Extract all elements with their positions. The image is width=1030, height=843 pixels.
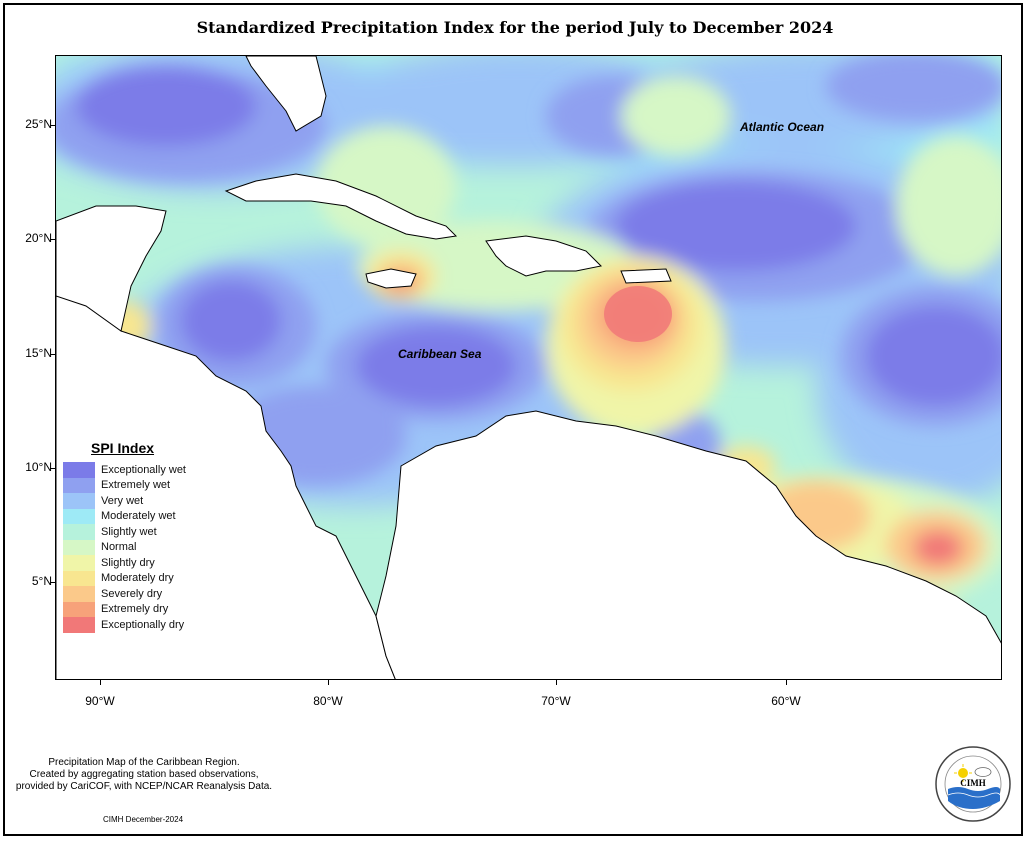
legend-swatch bbox=[63, 539, 95, 555]
legend-item: Very wet bbox=[63, 493, 203, 509]
lat-tick-mark bbox=[50, 468, 55, 469]
legend-label: Severely dry bbox=[101, 587, 163, 600]
lon-tick-mark bbox=[100, 680, 101, 685]
legend-swatch bbox=[63, 493, 95, 509]
lat-tick-20n: 20°N bbox=[25, 231, 52, 245]
lon-tick-90w: 90°W bbox=[85, 694, 115, 708]
lon-tick-mark bbox=[328, 680, 329, 685]
lat-tick-mark bbox=[50, 354, 55, 355]
legend-item: Extremely wet bbox=[63, 477, 203, 493]
atlantic-ocean-label: Atlantic Ocean bbox=[740, 120, 825, 134]
lon-tick-70w: 70°W bbox=[541, 694, 571, 708]
cimh-logo-icon: CIMH bbox=[935, 746, 1011, 822]
lat-tick-10n: 10°N bbox=[25, 460, 52, 474]
lat-tick-25n: 25°N bbox=[25, 117, 52, 131]
legend-swatch bbox=[63, 462, 95, 478]
lon-tick-mark bbox=[556, 680, 557, 685]
legend-swatch bbox=[63, 617, 95, 633]
legend-item: Exceptionally dry bbox=[63, 617, 203, 633]
legend-item: Moderately wet bbox=[63, 508, 203, 524]
lat-tick-mark bbox=[50, 125, 55, 126]
cimh-logo: CIMH bbox=[934, 745, 1012, 823]
legend-swatch bbox=[63, 524, 95, 540]
legend-label: Extremely wet bbox=[101, 479, 171, 492]
lat-tick-mark bbox=[50, 582, 55, 583]
legend-item: Slightly wet bbox=[63, 524, 203, 540]
legend-label: Slightly wet bbox=[101, 525, 157, 538]
spi-legend: SPI Index Exceptionally wet Extremely wet… bbox=[63, 440, 203, 633]
spi-map: Atlantic Ocean Caribbean Sea bbox=[55, 55, 1002, 680]
legend-swatch bbox=[63, 570, 95, 586]
lat-tick-mark bbox=[50, 239, 55, 240]
legend-item: Moderately dry bbox=[63, 570, 203, 586]
legend-label: Extremely dry bbox=[101, 603, 169, 616]
map-title: Standardized Precipitation Index for the… bbox=[196, 18, 834, 37]
caribbean-sea-label: Caribbean Sea bbox=[398, 347, 482, 361]
footnote-line: Created by aggregating station based obs… bbox=[29, 769, 259, 780]
map-footnote: Precipitation Map of the Caribbean Regio… bbox=[8, 757, 280, 793]
legend-swatch bbox=[63, 555, 95, 571]
legend-item: Slightly dry bbox=[63, 555, 203, 571]
lon-tick-80w: 80°W bbox=[313, 694, 343, 708]
legend-swatch bbox=[63, 586, 95, 602]
map-credit: CIMH December-2024 bbox=[103, 815, 184, 824]
legend-rows: Exceptionally wet Extremely wet Very wet Mo… bbox=[63, 462, 203, 633]
legend-label: Normal bbox=[101, 541, 137, 554]
footnote-line: provided by CariCOF, with NCEP/NCAR Rean… bbox=[15, 781, 273, 792]
cimh-logo-text: CIMH bbox=[960, 778, 986, 788]
legend-swatch bbox=[63, 601, 95, 617]
spi-field bbox=[56, 56, 1001, 679]
legend-label: Exceptionally wet bbox=[101, 463, 186, 476]
lat-tick-5n: 5°N bbox=[31, 574, 52, 588]
legend-item: Exceptionally wet bbox=[63, 462, 203, 478]
legend-label: Slightly dry bbox=[101, 556, 155, 569]
legend-label: Moderately dry bbox=[101, 572, 174, 585]
legend-label: Very wet bbox=[101, 494, 144, 507]
lon-tick-60w: 60°W bbox=[771, 694, 801, 708]
legend-title: SPI Index bbox=[91, 440, 155, 456]
footnote-line: Precipitation Map of the Caribbean Regio… bbox=[48, 757, 240, 768]
legend-item: Extremely dry bbox=[63, 601, 203, 617]
lon-tick-mark bbox=[786, 680, 787, 685]
legend-swatch bbox=[63, 477, 95, 493]
legend-label: Moderately wet bbox=[101, 510, 176, 523]
lat-tick-15n: 15°N bbox=[25, 346, 52, 360]
legend-item: Normal bbox=[63, 539, 203, 555]
legend-item: Severely dry bbox=[63, 586, 203, 602]
legend-swatch bbox=[63, 508, 95, 524]
legend-label: Exceptionally dry bbox=[101, 618, 185, 631]
